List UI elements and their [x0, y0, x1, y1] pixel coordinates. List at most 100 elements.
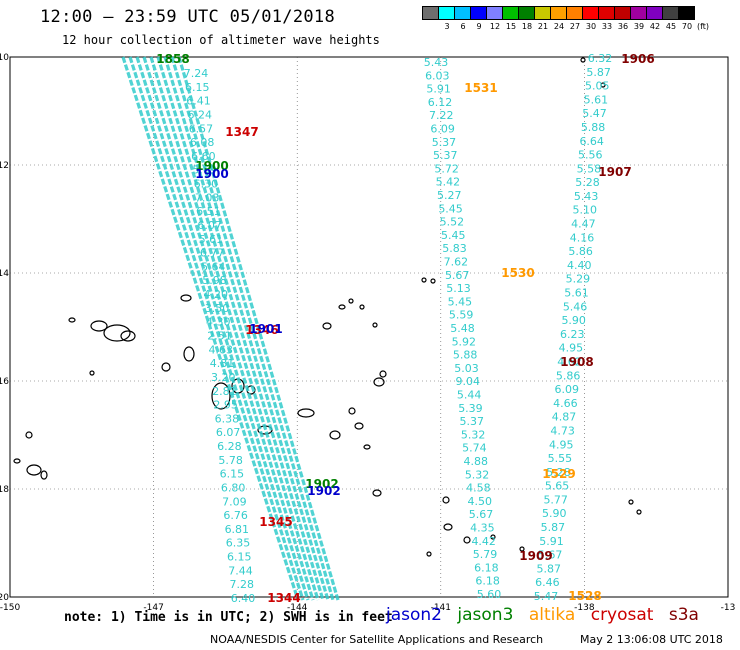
legend-label: 24	[553, 22, 565, 31]
swh-value: 6.51	[196, 205, 221, 218]
legend-label: 27	[569, 22, 581, 31]
swh-value: 5.58	[577, 162, 602, 175]
swh-value: 5.43	[424, 56, 449, 69]
legend-label: 18	[521, 22, 533, 31]
chart-title: 12:00 – 23:59 UTC 05/01/2018	[40, 7, 335, 27]
island-outline	[580, 57, 586, 63]
island-outline	[359, 304, 365, 310]
legend-label: 21	[537, 22, 549, 31]
swh-value: 4.95	[559, 342, 584, 355]
swh-value: 6.15	[185, 81, 210, 94]
swh-value: 6.77	[200, 247, 225, 260]
pass-time-label: 1530	[501, 266, 534, 280]
swh-value: 6.80	[221, 481, 246, 494]
legend-labels: 3 6 9 12 15 18 21 24 27 30 33 36 39 42 45 70 (ft)	[423, 20, 740, 32]
swh-value: 5.91	[539, 535, 564, 548]
swh-value: 4.95	[549, 438, 574, 451]
island-outline	[421, 277, 427, 283]
swh-value: 6.38	[215, 412, 240, 425]
island-outline	[372, 489, 382, 497]
island-outline	[322, 322, 332, 330]
swh-value: 5.77	[543, 493, 568, 506]
swh-value: 5.86	[556, 369, 581, 382]
swh-value: 4.16	[570, 231, 595, 244]
swh-value: 5.43	[574, 190, 599, 203]
x-tick-label: -13	[721, 603, 736, 613]
swh-swath-line	[163, 56, 330, 601]
pass-time-label: 1907	[598, 165, 631, 179]
pass-time-label: 1344	[267, 591, 300, 605]
swh-value: 6.08	[190, 136, 215, 149]
swh-value: 7.24	[184, 67, 209, 80]
sat-legend-cryosat: cryosat	[590, 605, 654, 625]
swh-value: 5.91	[426, 83, 451, 96]
swh-value: 4.47	[571, 218, 596, 231]
swh-value: 7.44	[228, 564, 253, 577]
y-tick-label: -16	[0, 377, 9, 387]
island-outline	[161, 362, 171, 372]
swh-value: 5.37	[460, 415, 485, 428]
swh-value: 5.72	[434, 162, 459, 175]
island-outline	[363, 444, 371, 450]
pass-time-label: 1902	[305, 477, 338, 491]
island-outline	[89, 370, 95, 376]
swh-value: 6.09	[555, 383, 580, 396]
island-outline	[426, 551, 432, 557]
swh-value: 5.10	[573, 204, 598, 217]
island-outline	[490, 534, 496, 540]
pass-time-label: 1901	[249, 322, 282, 336]
island-outline	[183, 346, 195, 362]
island-outline	[354, 422, 364, 430]
swh-swath-line	[142, 56, 315, 601]
swh-value: 5.67	[469, 508, 494, 521]
swh-value: 5.90	[542, 507, 567, 520]
legend-swatches	[422, 6, 740, 20]
swh-value: 4.35	[470, 522, 495, 535]
swh-value: 5.27	[437, 189, 462, 202]
swh-value: 6.28	[217, 440, 242, 453]
x-tick-label: -138	[574, 603, 595, 613]
legend-label: 42	[649, 22, 661, 31]
swh-value: 5.69	[192, 164, 217, 177]
island-outline	[443, 523, 453, 531]
swh-value: 6.15	[227, 551, 252, 564]
swh-value: 5.46	[563, 300, 588, 313]
island-outline	[519, 546, 525, 552]
swh-value: 6.57	[189, 122, 214, 135]
color-scale-legend: 3 6 9 12 15 18 21 24 27 30 33 36 39 42 45 70 (ft)	[422, 6, 740, 32]
pass-time-label: 1900	[195, 167, 228, 181]
swh-value: 6.30	[194, 178, 219, 191]
swh-value: 7.22	[429, 109, 454, 122]
swh-value: 4.30	[206, 316, 231, 329]
island-outline	[120, 330, 136, 342]
swh-value: 7.09	[222, 495, 247, 508]
swh-value: 5.37	[433, 149, 458, 162]
swh-value: 5.87	[541, 521, 566, 534]
legend-label: 6	[460, 22, 466, 31]
swh-value: 5.47	[534, 590, 559, 603]
swh-value: 5.47	[582, 107, 607, 120]
island-outline	[13, 458, 21, 464]
pass-time-label: 1900	[195, 159, 228, 173]
swh-value: 5.87	[537, 562, 562, 575]
island-outline	[636, 509, 642, 515]
swh-swath-line	[135, 56, 310, 601]
legend-label: 3	[444, 22, 450, 31]
legend-label: 9	[476, 22, 482, 31]
swh-value: 5.65	[545, 480, 570, 493]
swh-value: 6.40	[231, 592, 256, 605]
swh-value: 5.32	[465, 468, 490, 481]
swh-value: 5.13	[446, 282, 471, 295]
y-tick-label: -18	[0, 485, 9, 495]
swh-value: 5.56	[578, 149, 603, 162]
swh-value: 6.03	[425, 69, 450, 82]
swh-value: 5.37	[432, 136, 457, 149]
pass-time-label: 1909	[519, 549, 552, 563]
chart-subtitle: 12 hour collection of altimeter wave hei…	[62, 33, 380, 47]
swh-value: 6.60	[191, 150, 216, 163]
swh-value: 5.98	[202, 274, 227, 287]
swh-value: 6.12	[428, 96, 453, 109]
swh-value: 3.20	[211, 371, 236, 384]
pass-time-label: 1858	[156, 52, 189, 66]
